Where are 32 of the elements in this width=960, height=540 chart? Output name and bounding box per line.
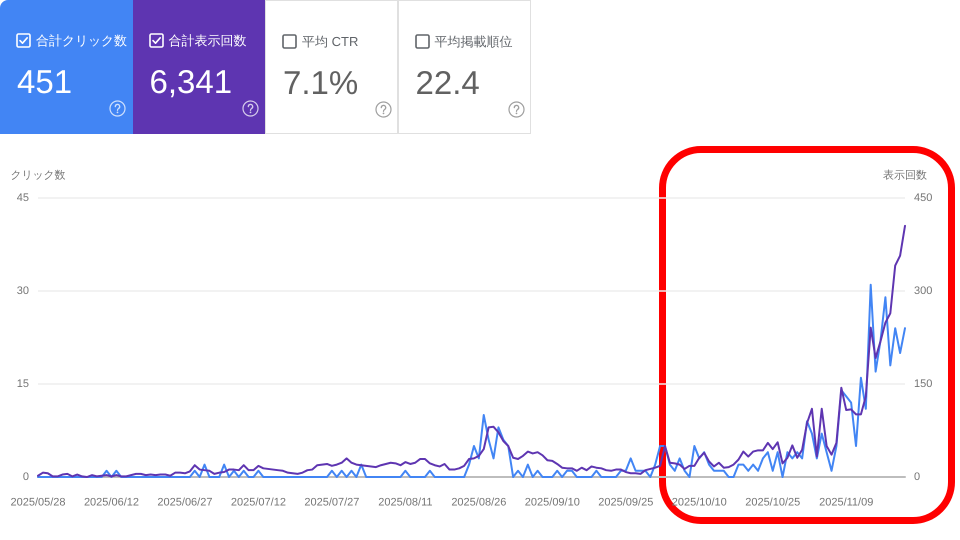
- category-label: 平均掲載順位: [434, 34, 512, 49]
- y-tick-label: 45: [16, 192, 29, 204]
- y2-axis-title: 表示回数: [883, 168, 927, 182]
- category-label: 合計表示回数: [168, 33, 246, 48]
- x-tick-label: 2025/06/12: [84, 496, 140, 508]
- x-tick-label: 2025/06/27: [157, 496, 212, 508]
- y2-tick-label: 150: [914, 378, 932, 390]
- y2-tick-label: 450: [914, 192, 932, 204]
- text: 6,341: [150, 63, 232, 100]
- x-tick-label: 2025/10/25: [745, 496, 800, 508]
- y-tick-label: 0: [22, 471, 29, 483]
- line-series: [37, 284, 906, 478]
- x-tick-label: 2025/08/11: [378, 496, 432, 508]
- x-tick-label: 2025/09/25: [598, 496, 654, 508]
- category-label: 合計クリック数: [36, 33, 127, 48]
- y2-tick-label: 300: [914, 285, 932, 297]
- text: 451: [17, 63, 72, 100]
- x-tick-label: 2025/07/12: [230, 496, 286, 508]
- x-tick-label: 2025/09/10: [524, 496, 580, 508]
- y-tick-label: 15: [16, 378, 29, 390]
- line-series: [37, 224, 906, 478]
- text: 22.4: [416, 64, 480, 101]
- x-tick-label: 2025/11/09: [819, 496, 874, 508]
- text: 7.1%: [283, 64, 358, 101]
- y2-tick-label: 0: [914, 471, 920, 483]
- x-tick-label: 2025/08/26: [451, 496, 506, 508]
- x-tick-label: 2025/07/27: [304, 496, 360, 508]
- category-label: 平均 CTR: [302, 34, 358, 49]
- x-tick-label: 2025/05/28: [10, 496, 66, 508]
- y-tick-label: 30: [16, 285, 29, 297]
- x-tick-label: 2025/10/10: [672, 496, 727, 508]
- y-axis-title: クリック数: [10, 170, 66, 182]
